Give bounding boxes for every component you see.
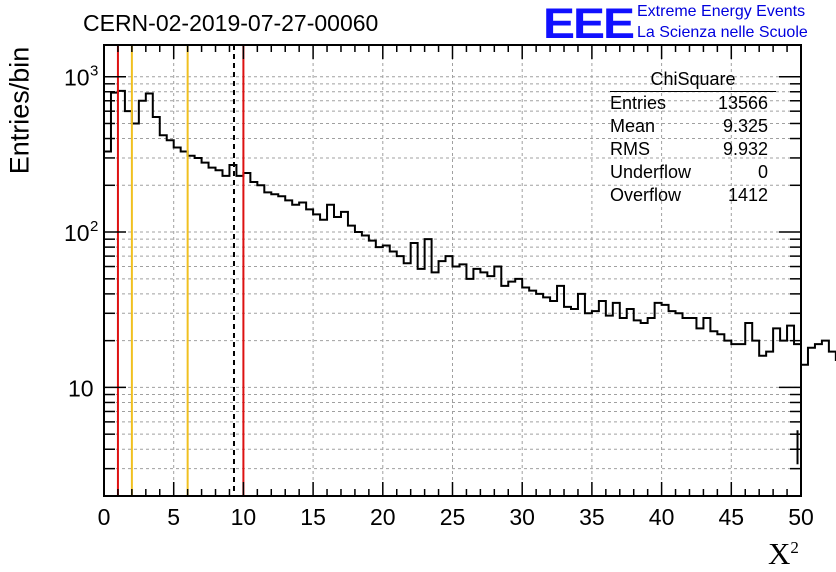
y-tick-exponent: 3 xyxy=(90,63,98,80)
stats-row: Underflow 0 xyxy=(610,162,768,182)
x-tick-label: 15 xyxy=(300,504,326,530)
x-tick-label: 20 xyxy=(370,504,396,530)
x-axis-label: X2 xyxy=(768,536,799,571)
y-tick-exponent: 2 xyxy=(90,218,98,235)
x-tick-label: 40 xyxy=(649,504,675,530)
x-tick-label: 30 xyxy=(509,504,535,530)
chart-title: CERN-02-2019-07-27-00060 xyxy=(83,10,379,36)
x-tick-label: 25 xyxy=(440,504,466,530)
stats-row: RMS 9.932 xyxy=(610,139,768,159)
stats-row: Mean 9.325 xyxy=(610,116,768,136)
stats-row: Overflow 1412 xyxy=(610,185,768,205)
eee-logo: EEE xyxy=(543,0,635,48)
y-tick-label: 10 xyxy=(64,65,90,91)
x-tick-label: 45 xyxy=(719,504,745,530)
x-tick-label: 5 xyxy=(167,504,180,530)
logo-subtitle-1: Extreme Energy Events xyxy=(637,3,806,20)
x-tick-label: 50 xyxy=(788,504,814,530)
y-tick-label: 10 xyxy=(68,375,94,401)
x-tick-label: 35 xyxy=(579,504,605,530)
y-axis-label: Entries/bin xyxy=(4,46,35,175)
logo-subtitle-2: La Scienza nelle Scuole xyxy=(637,24,808,41)
stats-row: Entries 13566 xyxy=(610,93,768,113)
y-tick-label: 10 xyxy=(64,220,90,246)
stats-box: ChiSquare Entries 13566 Mean 9.325 RMS 9.93… xyxy=(610,69,776,207)
x-tick-label: 0 xyxy=(98,504,111,530)
stats-header: ChiSquare xyxy=(610,69,776,92)
x-tick-label: 10 xyxy=(231,504,257,530)
